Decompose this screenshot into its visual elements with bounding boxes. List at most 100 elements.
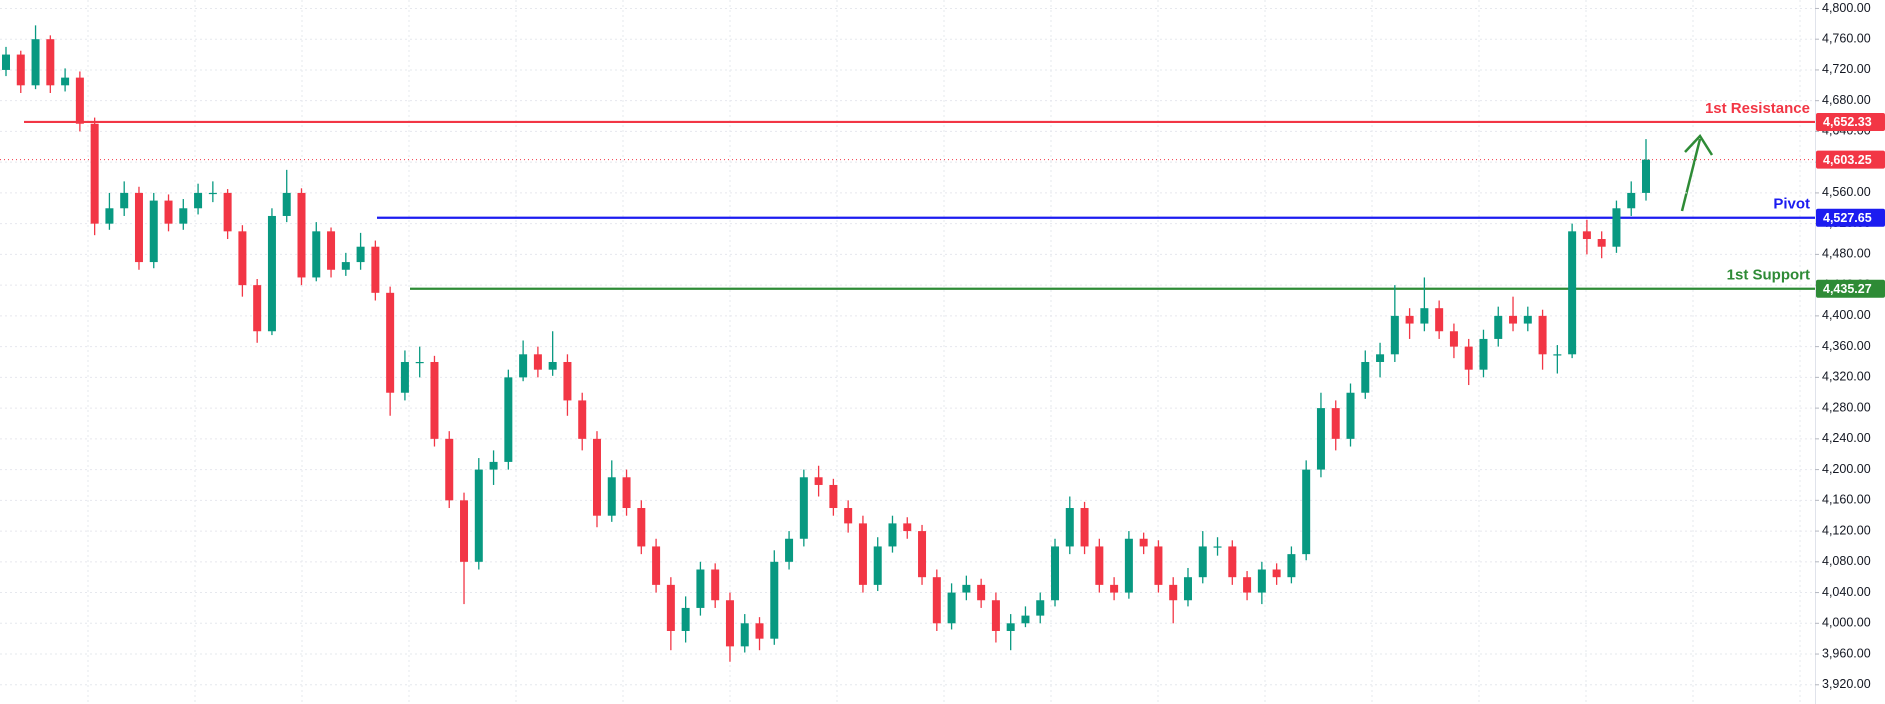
candle-body [652,546,661,585]
candle-body [445,438,454,501]
candle-body [1509,315,1518,324]
candle-body [327,231,336,270]
y-tick-label: 4,120.00 [1822,523,1871,537]
candle-body [16,54,25,86]
candle-body [548,361,557,370]
candle-body [844,508,853,524]
candle-body [755,623,764,639]
candle-body [1523,315,1532,324]
candle-body [1006,623,1015,631]
candle-body [533,354,542,370]
candle-body [1243,577,1252,593]
candle-body [1420,308,1429,324]
candle-body [430,361,439,439]
candle-body [1316,408,1325,470]
candle-body [725,600,734,647]
candle-body [1346,392,1355,439]
candle-body [179,208,188,224]
price-tag-label: 4,435.27 [1823,282,1872,296]
candle-body [31,39,40,86]
candle-body [1449,331,1458,347]
price-tag-label: 4,652.33 [1823,115,1872,129]
candle-body [829,484,838,509]
candle-body [1582,231,1591,240]
y-tick-label: 4,160.00 [1822,493,1871,507]
y-tick-label: 4,800.00 [1822,1,1871,15]
candle-body [312,231,321,278]
price-tag [1816,279,1885,298]
candle-body [1228,546,1237,578]
candle-body [400,361,409,393]
candle-body [164,200,173,224]
candle-body [858,523,867,585]
candle-body [504,377,513,462]
candle-body [1198,546,1207,578]
candle-body [622,477,631,509]
candle-body [770,561,779,639]
candle-body [888,523,897,547]
candle-body [1376,354,1385,362]
candle-body [578,400,587,439]
candle-body [134,192,143,263]
arrow-shaft [1680,138,1702,212]
candle-body [637,508,646,547]
candle-body [918,531,927,578]
price-tag-label: 4,527.65 [1823,211,1872,225]
candle-body [267,215,276,332]
y-tick-label: 4,400.00 [1822,308,1871,322]
candle-body [297,192,306,278]
candle-body [1021,615,1030,624]
candle-body [1331,408,1340,439]
candle-body [1080,508,1089,547]
candle-body [873,546,882,585]
candle-body [489,461,498,470]
candle-body [90,123,99,224]
y-tick-label: 4,280.00 [1822,400,1871,414]
candle-body [1568,231,1577,355]
candle-body [681,607,690,631]
candle-body [1213,546,1222,548]
candle-body [814,477,823,485]
candle-body [932,577,941,624]
candle-body [371,246,380,293]
candle-body [666,584,675,631]
candle-body [208,192,217,195]
y-tick-label: 3,960.00 [1822,646,1871,660]
price-tag [1816,208,1885,227]
candle-body [903,523,912,532]
candle-body [1287,554,1296,578]
level-name: Pivot [1773,196,1810,213]
candle-body [1464,346,1473,370]
candle-body [962,584,971,593]
candle-body [711,569,720,601]
level-name: 1st Support [1727,267,1810,284]
y-tick-label: 4,360.00 [1822,339,1871,353]
candle-body [1642,159,1650,193]
candle-body [1597,239,1606,247]
candle-body [238,231,247,286]
y-tick-label: 4,080.00 [1822,554,1871,568]
candle-body [799,477,808,539]
vertical-grid [87,0,1801,704]
candle-body [2,54,10,70]
candle-body [1169,584,1178,601]
candle-body [696,569,705,608]
y-tick-label: 4,720.00 [1822,62,1871,76]
candle-body [1494,315,1503,339]
candle-body [1110,584,1119,593]
y-tick-label: 4,560.00 [1822,185,1871,199]
y-tick-label: 4,040.00 [1822,585,1871,599]
level-name: 1st Resistance [1705,100,1810,117]
candle-body [977,584,986,601]
candle-body [1390,315,1399,355]
candle-body [120,192,129,209]
candle-body [1627,192,1636,209]
candle-body [1036,600,1045,616]
candle-body [474,469,483,562]
candle-body [282,192,291,216]
candle-body [1124,538,1133,593]
candle-body [223,192,232,232]
candle-body [1435,308,1444,332]
candle-body [1257,569,1266,593]
